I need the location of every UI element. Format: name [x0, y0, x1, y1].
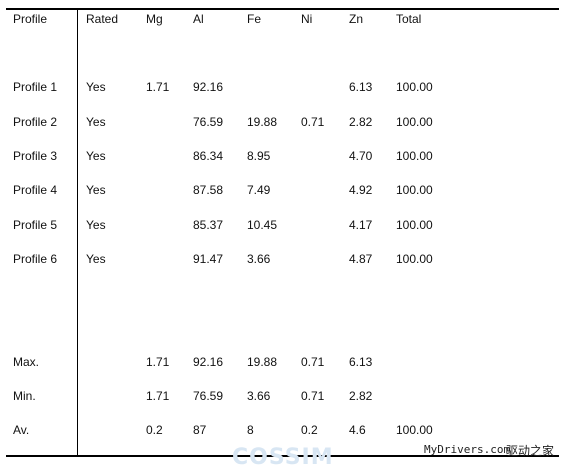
table-cell: Yes: [86, 80, 106, 94]
summary-cell: 8: [247, 423, 254, 437]
table-cell: 100.00: [396, 183, 433, 197]
table-cell: 6.13: [349, 80, 373, 94]
column-header-mg: Mg: [146, 12, 163, 26]
site-watermark-chinese: 驱动之家: [506, 444, 555, 458]
summary-cell: 0.2: [146, 423, 163, 437]
table-cell: Yes: [86, 115, 106, 129]
table-cell: 7.49: [247, 183, 271, 197]
table-cell: 2.82: [349, 115, 373, 129]
summary-cell: 4.6: [349, 423, 366, 437]
summary-cell: 1.71: [146, 389, 170, 403]
table-bottom-rule: [6, 455, 559, 457]
summary-cell: 100.00: [396, 423, 433, 437]
table-cell: 100.00: [396, 115, 433, 129]
column-header-ni: Ni: [301, 12, 313, 26]
table-cell: Profile 3: [13, 149, 58, 163]
table-cell: 4.92: [349, 183, 373, 197]
summary-cell: 19.88: [247, 355, 278, 369]
summary-cell: 87: [193, 423, 207, 437]
column-header-al: Al: [193, 12, 204, 26]
summary-cell: 3.66: [247, 389, 271, 403]
summary-cell: 2.82: [349, 389, 373, 403]
summary-cell: Max.: [13, 355, 40, 369]
table-cell: 92.16: [193, 80, 224, 94]
summary-cell: 6.13: [349, 355, 373, 369]
column-header-rated: Rated: [86, 12, 119, 26]
table-cell: 19.88: [247, 115, 278, 129]
summary-cell: 0.2: [301, 423, 318, 437]
summary-cell: Min.: [13, 389, 36, 403]
table-cell: 10.45: [247, 218, 278, 232]
table-cell: 100.00: [396, 80, 433, 94]
table-cell: 100.00: [396, 218, 433, 232]
table-cell: 100.00: [396, 252, 433, 266]
table-cell: 86.34: [193, 149, 224, 163]
summary-cell: 0.71: [301, 389, 325, 403]
table-cell: 91.47: [193, 252, 224, 266]
summary-cell: Av.: [13, 423, 30, 437]
table-cell: 4.17: [349, 218, 373, 232]
table-cell: 0.71: [301, 115, 325, 129]
column-header-fe: Fe: [247, 12, 262, 26]
table-cell: Yes: [86, 252, 106, 266]
table-cell: Yes: [86, 218, 106, 232]
table-cell: 3.66: [247, 252, 271, 266]
table-cell: Profile 2: [13, 115, 58, 129]
summary-cell: 0.71: [301, 355, 325, 369]
cossim-watermark: COSSIM: [232, 445, 334, 470]
table-cell: 1.71: [146, 80, 170, 94]
table-cell: Profile 4: [13, 183, 58, 197]
table-column-divider: [77, 10, 78, 455]
table-cell: Yes: [86, 149, 106, 163]
table-cell: 8.95: [247, 149, 271, 163]
table-top-rule: [6, 8, 559, 10]
table-cell: 85.37: [193, 218, 224, 232]
table-cell: 4.70: [349, 149, 373, 163]
column-header-zn: Zn: [349, 12, 364, 26]
table-cell: Profile 6: [13, 252, 58, 266]
table-cell: 76.59: [193, 115, 224, 129]
summary-cell: 92.16: [193, 355, 224, 369]
table-cell: Profile 1: [13, 80, 58, 94]
table-cell: 100.00: [396, 149, 433, 163]
table-cell: Profile 5: [13, 218, 58, 232]
column-header-profile: Profile: [13, 12, 48, 26]
table-cell: Yes: [86, 183, 106, 197]
summary-cell: 1.71: [146, 355, 170, 369]
table-cell: 4.87: [349, 252, 373, 266]
summary-cell: 76.59: [193, 389, 224, 403]
table-cell: 87.58: [193, 183, 224, 197]
column-header-total: Total: [396, 12, 422, 26]
site-watermark: MyDrivers.com: [424, 443, 511, 456]
